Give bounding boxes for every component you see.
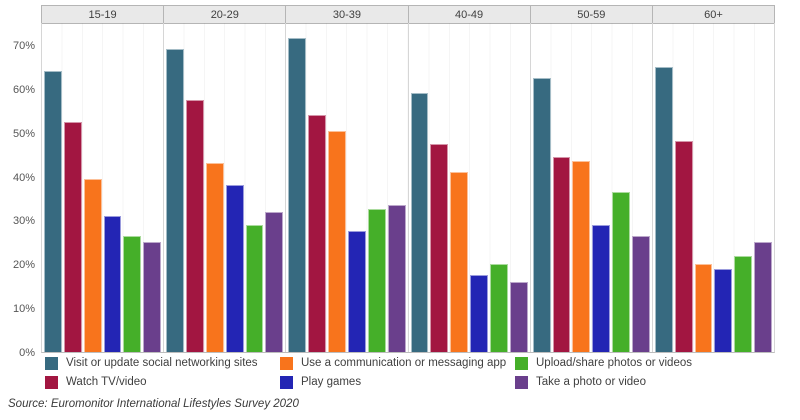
column-header-label: 20-29 (210, 8, 239, 21)
column-header-label: 50-59 (577, 8, 606, 21)
bar-visit-or-update-social-networking-sites-30-39 (288, 38, 307, 352)
panel-50-59 (530, 23, 653, 352)
legend-swatch-icon (45, 356, 58, 370)
y-tick-label: 10% (12, 303, 35, 316)
bar-take-a-photo-or-video-40-49 (509, 282, 528, 352)
bar-watch-tv-video-15-19 (63, 122, 82, 352)
column-header-label: 60+ (704, 8, 723, 21)
bar-visit-or-update-social-networking-sites-60 (654, 67, 673, 352)
legend-swatch-icon (280, 356, 293, 370)
panel-20-29 (164, 23, 287, 352)
bar-visit-or-update-social-networking-sites-50-59 (532, 78, 551, 352)
bar-group-30-39 (286, 23, 407, 352)
bar-watch-tv-video-50-59 (552, 157, 571, 352)
legend-column: Visit or update social networking sites W… (45, 356, 258, 394)
bar-play-games-20-29 (225, 185, 244, 352)
panel-60 (652, 23, 775, 352)
bar-use-a-communication-or-messaging-app-30-39 (328, 131, 346, 352)
bar-watch-tv-video-20-29 (186, 100, 204, 352)
bar-take-a-photo-or-video-20-29 (265, 212, 284, 352)
legend-item-upload-share-photos-or-videos: Upload/share photos or videos (515, 356, 692, 370)
bar-take-a-photo-or-video-60 (754, 242, 773, 352)
bar-use-a-communication-or-messaging-app-15-19 (83, 179, 102, 352)
legend-label: Upload/share photos or videos (536, 357, 692, 369)
bar-take-a-photo-or-video-50-59 (631, 236, 650, 352)
column-header-label: 40-49 (455, 8, 484, 21)
bar-play-games-30-39 (347, 231, 366, 352)
legend-item-watch-tv-video: Watch TV/video (45, 375, 258, 389)
bar-use-a-communication-or-messaging-app-40-49 (450, 172, 469, 352)
column-header-30-39: 30-39 (286, 6, 409, 23)
y-tick-label: 60% (12, 83, 35, 96)
bar-use-a-communication-or-messaging-app-60 (694, 264, 713, 352)
panel-40-49 (408, 23, 531, 352)
legend-swatch-icon (515, 375, 528, 389)
legend-label: Watch TV/video (66, 376, 147, 388)
plot-area (41, 23, 775, 353)
y-tick-label: 50% (12, 127, 35, 140)
y-tick-label: 40% (12, 171, 35, 184)
column-header-15-19: 15-19 (42, 6, 165, 23)
bar-group-60 (653, 23, 774, 352)
bar-take-a-photo-or-video-15-19 (143, 242, 162, 352)
bar-upload-share-photos-or-videos-30-39 (367, 209, 386, 352)
bar-use-a-communication-or-messaging-app-20-29 (205, 163, 224, 352)
legend-label: Visit or update social networking sites (66, 357, 258, 369)
legend-swatch-icon (280, 375, 293, 389)
bar-take-a-photo-or-video-30-39 (387, 205, 406, 352)
legend: Visit or update social networking sites W… (0, 356, 800, 394)
bar-group-20-29 (164, 23, 285, 352)
legend-label: Take a photo or video (536, 376, 646, 388)
panel-15-19 (42, 23, 165, 352)
y-tick-label: 0% (19, 347, 35, 359)
column-header-50-59: 50-59 (531, 6, 653, 23)
bar-group-15-19 (42, 23, 163, 352)
bar-visit-or-update-social-networking-sites-40-49 (410, 93, 429, 352)
column-header-60: 60+ (653, 6, 774, 23)
bar-visit-or-update-social-networking-sites-20-29 (166, 49, 185, 352)
bar-watch-tv-video-60 (674, 141, 693, 352)
bar-upload-share-photos-or-videos-50-59 (612, 192, 630, 352)
bar-play-games-60 (714, 269, 733, 352)
bar-group-50-59 (531, 23, 652, 352)
column-header-band: 15-19 20-29 30-39 40-49 50-59 60+ (41, 5, 775, 24)
legend-item-take-a-photo-or-video: Take a photo or video (515, 375, 692, 389)
source-note: Source: Euromonitor International Lifest… (8, 398, 299, 410)
legend-label: Play games (301, 376, 362, 388)
column-header-label: 30-39 (332, 8, 361, 21)
bar-upload-share-photos-or-videos-20-29 (245, 225, 264, 352)
legend-item-use-a-communication-or-messaging-app: Use a communication or messaging app (280, 356, 506, 370)
y-tick-label: 70% (12, 40, 35, 52)
bar-watch-tv-video-40-49 (430, 144, 449, 352)
legend-item-play-games: Play games (280, 375, 506, 389)
bar-visit-or-update-social-networking-sites-15-19 (44, 71, 62, 352)
column-header-20-29: 20-29 (164, 6, 287, 23)
legend-column: Upload/share photos or videos Take a phot… (515, 356, 692, 394)
y-tick-label: 20% (12, 259, 35, 272)
bar-play-games-40-49 (470, 275, 488, 352)
column-header-40-49: 40-49 (409, 6, 531, 23)
column-header-label: 15-19 (88, 8, 117, 21)
bar-use-a-communication-or-messaging-app-50-59 (572, 161, 591, 352)
panel-30-39 (286, 23, 409, 352)
legend-swatch-icon (45, 375, 58, 389)
bar-watch-tv-video-30-39 (308, 115, 327, 352)
bar-play-games-15-19 (103, 216, 122, 352)
y-tick-label: 30% (12, 215, 35, 228)
bar-group-40-49 (409, 23, 530, 352)
bar-play-games-50-59 (592, 225, 611, 352)
legend-swatch-icon (515, 356, 528, 370)
legend-column: Use a communication or messaging app Play… (280, 356, 506, 394)
bar-upload-share-photos-or-videos-40-49 (489, 264, 508, 352)
bar-upload-share-photos-or-videos-15-19 (123, 236, 142, 352)
bar-upload-share-photos-or-videos-60 (734, 256, 753, 352)
legend-item-visit-or-update-social-networking-sites: Visit or update social networking sites (45, 356, 258, 370)
legend-label: Use a communication or messaging app (301, 357, 507, 369)
